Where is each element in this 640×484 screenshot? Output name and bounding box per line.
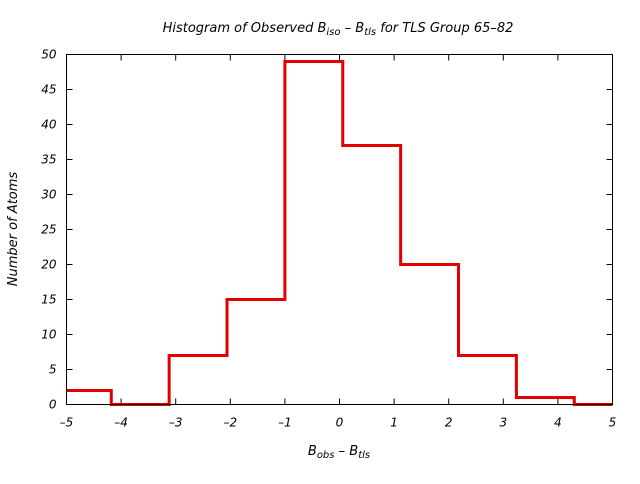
x-tick-label: –3 [169,416,183,430]
x-tick-label: –1 [278,416,292,430]
y-tick-label: 0 [49,398,57,412]
x-tick-label: 1 [390,416,398,430]
chart-title: Histogram of Observed Biso – Btls for TL… [163,21,514,38]
y-axis-label: Number of Atoms [6,172,21,287]
x-axis-label: Bobs – Btls [308,444,370,461]
y-tick-label: 45 [41,83,56,97]
y-tick-label: 20 [41,258,57,272]
x-tick-label: 5 [609,416,617,430]
y-tick-label: 15 [41,293,56,307]
x-tick-label: –2 [223,416,237,430]
y-tick-label: 10 [41,328,57,342]
x-tick-label: –4 [114,416,128,430]
y-tick-label: 35 [41,153,56,167]
x-tick-label: –5 [60,416,74,430]
x-tick-label: 4 [554,416,562,430]
y-tick-label: 40 [41,118,57,132]
y-tick-label: 5 [49,363,57,377]
x-tick-label: 2 [445,416,453,430]
y-tick-label: 50 [41,48,57,62]
y-tick-label: 30 [41,188,57,202]
x-tick-label: 0 [336,416,344,430]
histogram-step-line [66,60,613,406]
x-tick-label: 3 [499,416,507,430]
plot-frame [66,54,613,405]
y-tick-label: 25 [41,223,56,237]
